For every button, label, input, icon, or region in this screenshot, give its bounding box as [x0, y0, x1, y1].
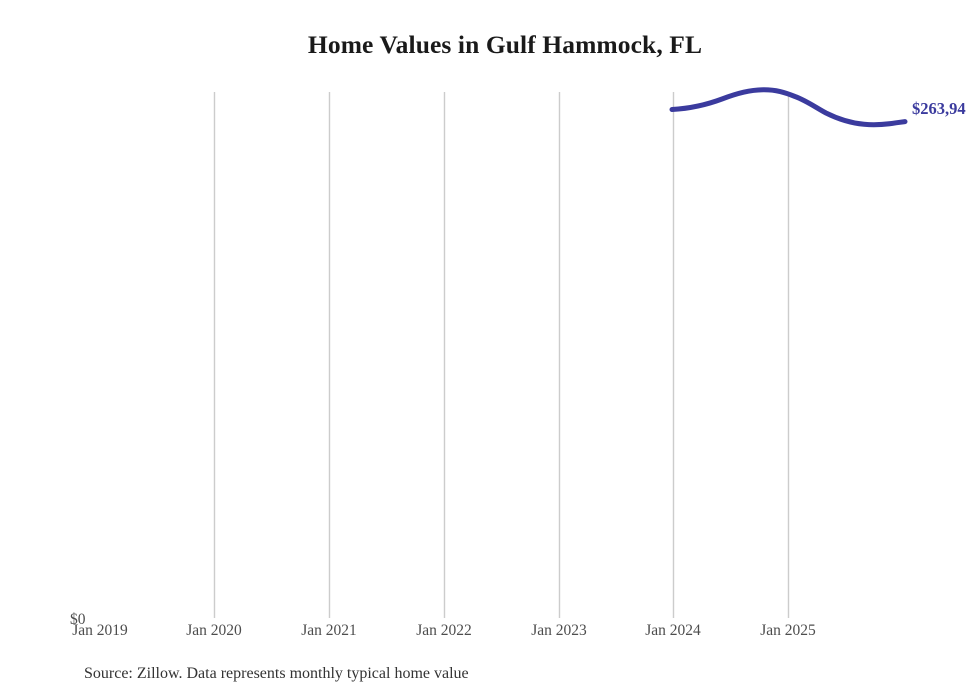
data-series-group — [669, 87, 908, 128]
source-caption: Source: Zillow. Data represents monthly … — [84, 665, 469, 682]
chart-title: Home Values in Gulf Hammock, FL — [307, 30, 703, 59]
home-value-line — [669, 87, 908, 128]
gridlines-group — [213, 92, 790, 618]
series-end-value-label: $263,94 — [912, 99, 966, 118]
y-tick-label-0: $0 — [70, 611, 86, 628]
x-tick-label-6: Jan 2025 — [760, 622, 816, 639]
x-tick-label-0: Jan 2019 — [72, 622, 128, 639]
x-tick-label-3: Jan 2022 — [416, 622, 472, 639]
x-tick-label-1: Jan 2020 — [186, 622, 242, 639]
x-tick-label-2: Jan 2021 — [301, 622, 357, 639]
x-tick-label-4: Jan 2023 — [531, 622, 587, 639]
plot-area: Jan 2019 Jan 2020 Jan 2021 Jan 2022 Jan … — [70, 87, 966, 639]
x-tick-label-5: Jan 2024 — [645, 622, 701, 639]
